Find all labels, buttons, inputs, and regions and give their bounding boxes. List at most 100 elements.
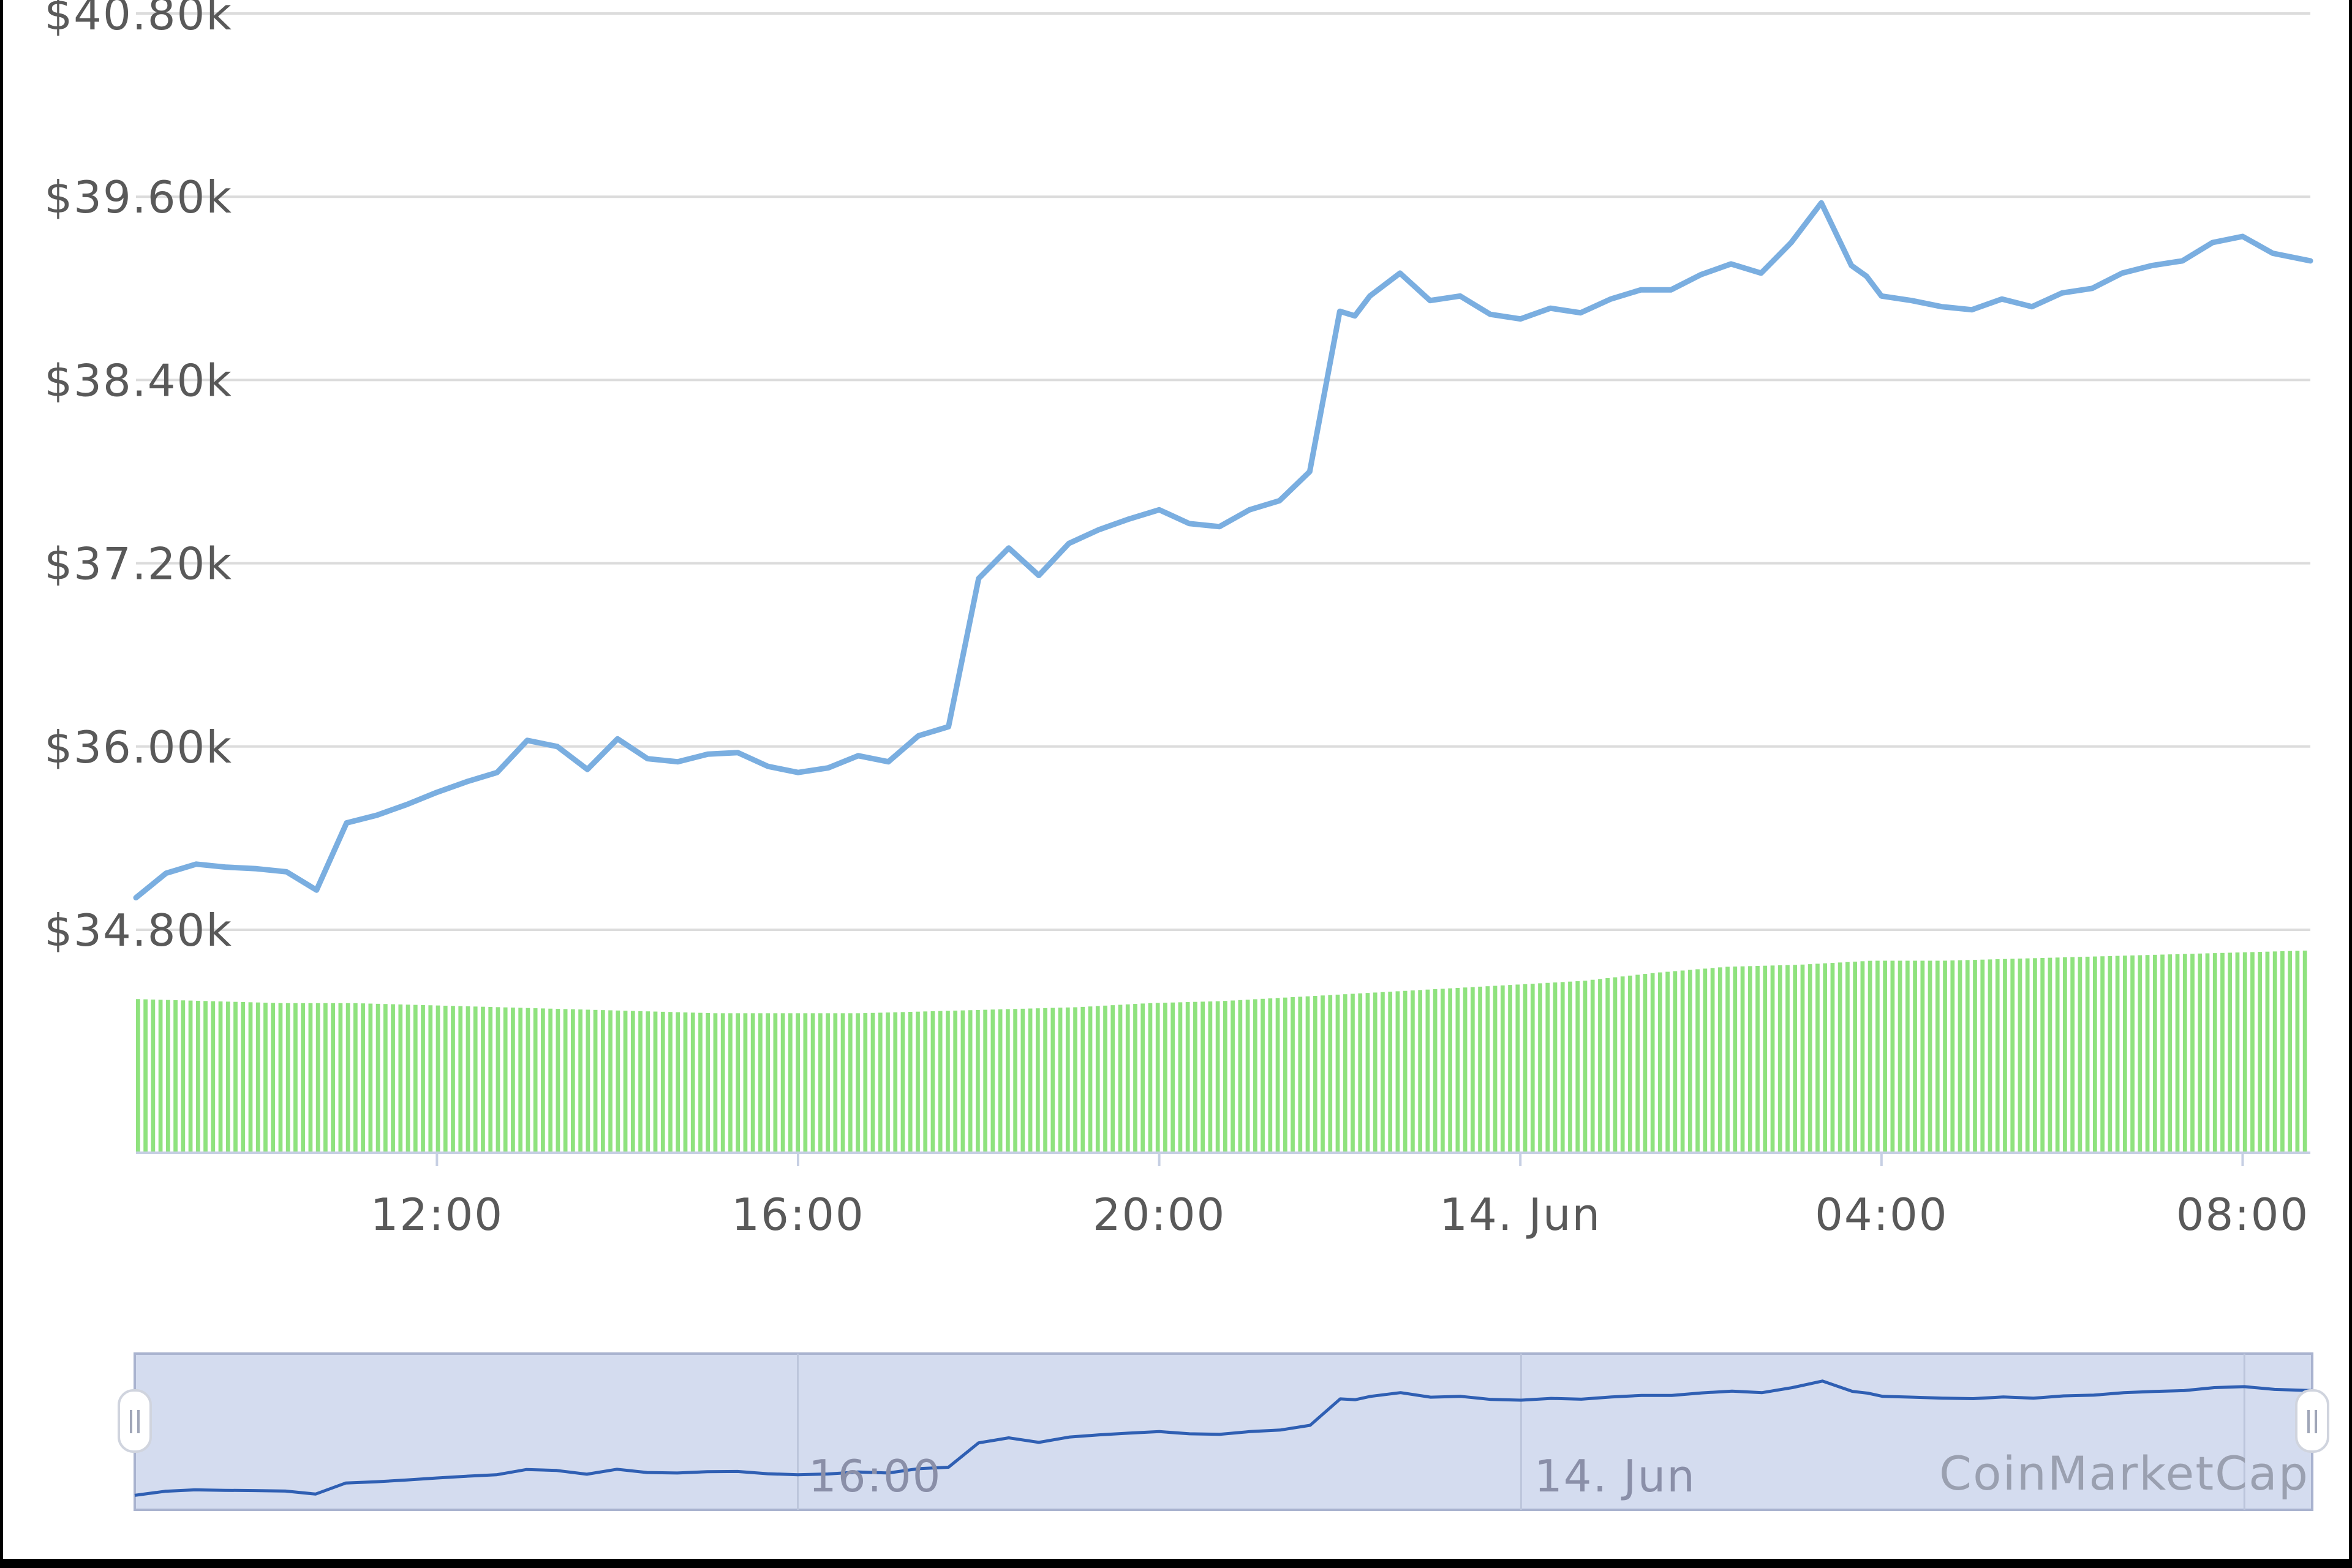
volume-bar [2242,952,2247,1153]
volume-bar [2115,956,2120,1153]
handle-grip[interactable] [2295,1389,2329,1453]
volume-bar [960,1010,965,1153]
volume-bar [1553,982,1558,1153]
handle-grip[interactable] [118,1389,152,1453]
navigator-range[interactable] [134,1352,2313,1511]
volume-bar [2190,954,2195,1153]
volume-bar [1973,960,1977,1153]
volume-bar [443,1005,448,1153]
volume-bar [2108,956,2113,1153]
volume-bar [1590,979,1595,1153]
volume-bar [1103,1005,1107,1153]
volume-bar [1073,1007,1077,1153]
volume-bar [946,1011,950,1153]
volume-bar [2228,952,2233,1153]
volume-bar [1170,1002,1175,1153]
volume-bar [1321,995,1325,1153]
volume-bar [848,1013,853,1153]
volume-bar [1373,992,1378,1153]
volume-bar [1890,960,1895,1153]
volume-bar [1905,960,1910,1153]
volume-bar [1650,973,1655,1153]
volume-bar [743,1013,748,1153]
volume-bar [338,1003,343,1153]
volume-bar [1043,1008,1047,1153]
volume-bar [653,1011,658,1153]
volume-bar [1838,962,1842,1153]
volume-bar [1980,959,1985,1153]
volume-bar [1913,960,1917,1153]
volume-bar [2122,956,2127,1153]
volume-bar [285,1003,290,1153]
volume-bar [810,1013,815,1153]
volume-bar [1313,995,1317,1153]
volume-bar [720,1013,725,1153]
volume-bar [1950,960,1955,1153]
volume-bar [308,1003,313,1153]
volume-bar [1755,966,1760,1153]
volume-bar [1305,996,1310,1153]
volume-bar [2160,954,2165,1153]
volume-bar [616,1010,620,1153]
volume-bar [1065,1007,1070,1153]
volume-bar [698,1012,703,1153]
volume-bar [1830,963,1835,1153]
x-tick-label: 08:00 [2176,1189,2310,1240]
volume-bar [683,1012,688,1153]
volume-bar [1928,960,1932,1153]
volume-bar [676,1012,680,1153]
volume-bar [1523,984,1528,1153]
volume-bar [1411,990,1415,1153]
volume-bar [2130,955,2135,1153]
volume-bar [2025,958,2030,1153]
volume-bar [1747,966,1752,1153]
volume-bar [870,1012,875,1153]
navigator-left-handle[interactable] [118,1389,152,1453]
volume-bar [1155,1003,1160,1153]
volume-bar [1125,1004,1130,1153]
volume-bar [1028,1008,1033,1153]
volume-bar [345,1003,350,1153]
volume-bar [938,1011,943,1153]
volume-bar [646,1011,650,1153]
volume-bar [383,1004,388,1153]
volume-bar [578,1009,582,1153]
volume-bar [2070,957,2075,1153]
volume-bar [2175,954,2180,1153]
volume-bar [1095,1006,1100,1153]
navigator[interactable]: 16:00 14. Jun [118,1352,2329,1511]
volume-bar [263,1003,268,1153]
volume-bar [1433,989,1438,1153]
volume-bar [750,1013,755,1153]
volume-bar [1635,974,1640,1153]
volume-bar [301,1003,306,1153]
volume-bar [2018,959,2022,1153]
volume-bar [188,1000,193,1153]
volume-bar [1898,960,1902,1153]
volume-bar [1658,972,1662,1153]
navigator-right-handle[interactable] [2295,1389,2329,1453]
volume-bar [736,1013,741,1153]
volume-bar [1403,990,1408,1153]
volume-bar [158,1000,163,1153]
volume-bar [586,1009,590,1153]
volume-bar [1988,959,1992,1153]
volume-bar [195,1000,200,1153]
volume-bar [713,1013,718,1153]
navigator-label: 16:00 [809,1450,942,1502]
volume-bar [1358,993,1363,1153]
volume-bar [1231,1000,1235,1153]
volume-bar [1425,989,1430,1153]
volume-bar [1868,960,1872,1153]
credit-label[interactable]: CoinMarketCap [1939,1446,2309,1501]
volume-bar [405,1005,410,1153]
y-tick-label: $36.00k [44,722,233,773]
volume-bar [2003,959,2007,1153]
volume-bar [1133,1004,1137,1153]
volume-bar [435,1005,440,1153]
volume-bar [1245,1000,1250,1153]
volume-bar [2220,952,2225,1153]
volume-bar [1328,995,1333,1153]
volume-bar [600,1010,605,1153]
volume-bar [1807,964,1812,1153]
